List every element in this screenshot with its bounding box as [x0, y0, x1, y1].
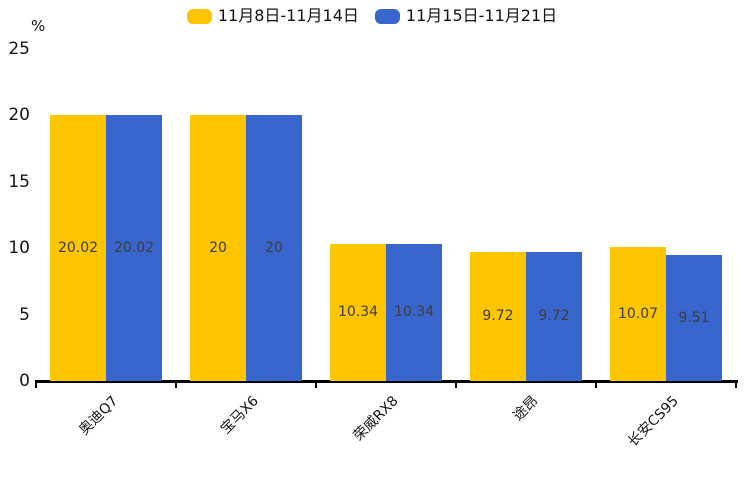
- bar[interactable]: [526, 251, 582, 381]
- x-axis-category-label: 宝马X6: [217, 393, 262, 438]
- y-axis-tick-label: 5: [19, 304, 30, 325]
- y-axis-tick-label: 0: [19, 371, 30, 391]
- legend-item[interactable]: 11月8日-11月14日: [186, 6, 359, 26]
- y-axis-tick-label: 20: [8, 105, 30, 126]
- legend-swatch-icon: [374, 8, 400, 24]
- chart-legend: 11月8日-11月14日 11月15日-11月21日: [0, 6, 744, 26]
- x-axis-tick-mark: [175, 382, 177, 388]
- y-axis-tick-label: 25: [8, 39, 30, 59]
- bar[interactable]: [610, 247, 666, 381]
- y-axis-unit-label: %: [31, 17, 46, 35]
- bar-value-label: 10.34: [337, 304, 379, 321]
- x-axis-category-label: 荣威RX8: [350, 393, 402, 445]
- legend-series-label: 11月15日-11月21日: [405, 6, 558, 25]
- legend-swatch-icon: [186, 8, 212, 24]
- x-axis-tick-mark: [595, 382, 597, 388]
- legend-item[interactable]: 11月15日-11月21日: [374, 6, 558, 26]
- x-axis-category-label: 途昂: [510, 393, 542, 425]
- x-axis-category-label: 长安CS95: [624, 393, 682, 451]
- bar-value-label: 9.72: [538, 308, 570, 325]
- x-axis-line: [35, 380, 738, 383]
- bar-value-label: 20: [209, 240, 227, 257]
- bar-value-label: 10.07: [617, 306, 659, 323]
- bar-value-label: 20: [265, 240, 283, 257]
- x-axis-category-label: 奥迪Q7: [76, 393, 122, 439]
- x-axis-tick-mark: [455, 382, 457, 388]
- bar[interactable]: [106, 115, 162, 381]
- x-axis-tick-mark: [315, 382, 317, 388]
- y-axis-tick-label: 10: [8, 238, 30, 259]
- bar[interactable]: [50, 115, 106, 381]
- bar-value-label: 10.34: [393, 304, 435, 321]
- bar-value-label: 9.72: [482, 308, 514, 325]
- bar[interactable]: [666, 254, 722, 381]
- bar[interactable]: [470, 251, 526, 381]
- bar[interactable]: [330, 243, 386, 381]
- bar-value-label: 9.51: [678, 309, 710, 326]
- bar[interactable]: [386, 243, 442, 381]
- y-axis-tick-label: 15: [8, 171, 30, 192]
- bar-value-label: 20.02: [113, 240, 155, 257]
- x-axis-tick-mark: [735, 382, 737, 388]
- x-axis-tick-mark: [35, 382, 37, 388]
- bar-value-label: 20.02: [57, 240, 99, 257]
- bar[interactable]: [190, 115, 246, 381]
- legend-series-label: 11月8日-11月14日: [217, 6, 359, 25]
- bar[interactable]: [246, 115, 302, 381]
